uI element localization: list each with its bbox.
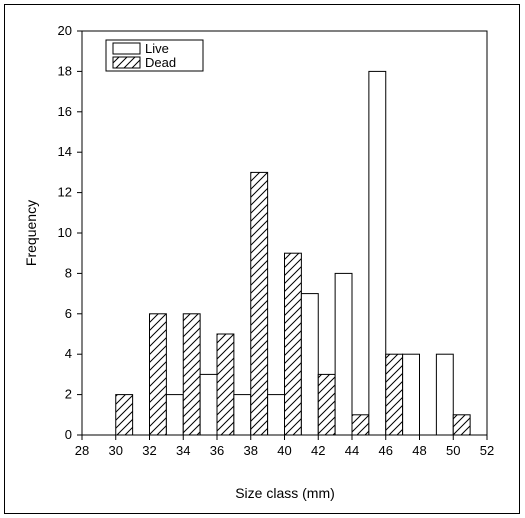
y-tick-label: 18: [58, 63, 72, 78]
y-tick-label: 12: [58, 185, 72, 200]
y-tick-label: 8: [65, 265, 72, 280]
bar-dead-50: [452, 414, 471, 436]
x-tick-label: 48: [412, 443, 426, 458]
y-tick-label: 16: [58, 104, 72, 119]
bar-dead-32: [149, 313, 167, 436]
x-tick-label: 50: [446, 443, 460, 458]
bar-live-44: [334, 272, 353, 436]
y-tick-label: 14: [58, 144, 72, 159]
chart-frame: [4, 4, 520, 514]
x-tick-label: 36: [210, 443, 224, 458]
bar-dead-46: [385, 353, 404, 436]
bar-live-40: [267, 394, 285, 436]
bar-live-46: [368, 70, 387, 436]
bar-dead-36: [216, 333, 235, 436]
y-axis-label: Frequency: [23, 200, 39, 266]
y-tick-label: 0: [65, 427, 72, 442]
x-tick-label: 44: [345, 443, 359, 458]
bar-dead-30: [115, 394, 134, 436]
x-tick-label: 38: [244, 443, 258, 458]
bar-live-34: [165, 394, 184, 436]
bar-dead-44: [351, 414, 370, 436]
legend-label-live: Live: [145, 41, 169, 56]
legend-swatch-dead: [112, 56, 141, 69]
y-tick-label: 20: [58, 23, 72, 38]
bar-dead-42: [317, 373, 336, 436]
legend-swatch-live: [112, 42, 141, 55]
bar-dead-34: [182, 313, 201, 436]
bar-dead-40: [284, 252, 302, 436]
x-tick-label: 42: [311, 443, 325, 458]
bar-dead-38: [250, 171, 269, 436]
x-tick-label: 34: [176, 443, 190, 458]
bar-live-36: [199, 373, 218, 436]
x-tick-label: 46: [379, 443, 393, 458]
x-tick-label: 52: [480, 443, 494, 458]
x-tick-label: 32: [142, 443, 156, 458]
x-tick-label: 40: [277, 443, 291, 458]
x-tick-label: 28: [75, 443, 89, 458]
y-tick-label: 2: [65, 387, 72, 402]
y-tick-label: 10: [58, 225, 72, 240]
bar-live-50: [435, 353, 454, 436]
bar-live-38: [233, 394, 252, 436]
y-tick-label: 6: [65, 306, 72, 321]
x-axis-label: Size class (mm): [235, 485, 335, 501]
x-tick-label: 30: [109, 443, 123, 458]
y-tick-label: 4: [65, 346, 72, 361]
legend-label-dead: Dead: [145, 55, 176, 70]
bar-live-48: [402, 353, 420, 436]
bar-live-42: [300, 293, 319, 436]
